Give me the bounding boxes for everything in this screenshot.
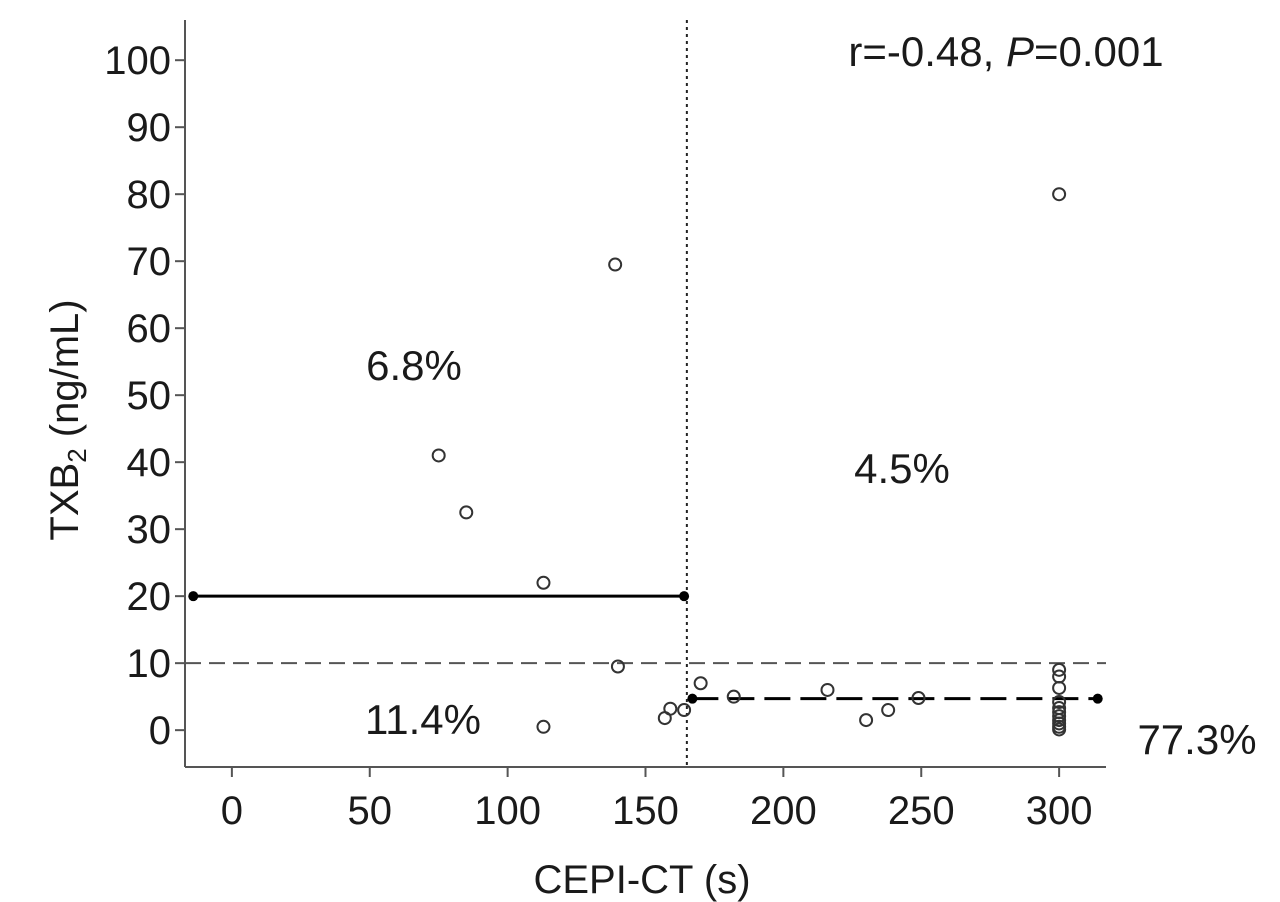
segment-endpoint: [687, 693, 698, 704]
data-point: [610, 659, 625, 674]
data-point: [693, 676, 708, 691]
y-tick-label: 80: [127, 173, 172, 217]
y-tick-label: 50: [127, 374, 172, 418]
x-tick-label: 150: [612, 789, 679, 833]
segment-endpoint: [679, 591, 690, 602]
data-point: [431, 448, 446, 463]
data-point: [1052, 680, 1067, 695]
segment-endpoint: [188, 591, 199, 602]
y-axis-title-subscript: 2: [62, 448, 92, 462]
y-tick-label: 100: [104, 39, 171, 83]
y-tick-label: 10: [127, 642, 172, 686]
quadrant-bottom-left-label: 11.4%: [365, 696, 481, 743]
data-point: [911, 690, 926, 705]
y-tick-label: 40: [127, 441, 172, 485]
y-tick-label: 70: [127, 240, 172, 284]
quadrant-bottom-right-label: 77.3%: [1137, 716, 1256, 763]
data-point: [663, 701, 678, 716]
y-axis-title: TXB2 (ng/mL): [43, 299, 92, 540]
threshold-segments: [188, 591, 1103, 704]
x-tick-label: 200: [750, 789, 817, 833]
y-axis-title-unit: (ng/mL): [43, 299, 87, 448]
axes: [184, 20, 1106, 768]
data-point: [726, 689, 741, 704]
correlation-annotation: r=-0.48, P=0.001: [848, 28, 1163, 75]
correlation-r: r=-0.48,: [848, 28, 1006, 75]
data-point: [1052, 187, 1067, 202]
y-tick-label: 30: [127, 508, 172, 552]
y-tick-label: 90: [127, 106, 172, 150]
data-point: [1052, 709, 1067, 724]
data-point: [459, 505, 474, 520]
quadrant-top-right-label: 4.5%: [854, 445, 950, 492]
x-tick-label: 0: [221, 789, 243, 833]
x-tick-label: 250: [888, 789, 955, 833]
data-point: [859, 713, 874, 728]
data-point: [1052, 722, 1067, 737]
reference-lines: [185, 20, 1106, 767]
quadrant-top-left-label: 6.8%: [366, 342, 462, 389]
data-point: [881, 703, 896, 718]
data-point: [536, 575, 551, 590]
y-tick-label: 20: [127, 575, 172, 619]
segment-endpoint: [1092, 693, 1103, 704]
data-point: [1052, 662, 1067, 677]
correlation-p-value: =0.001: [1034, 28, 1164, 75]
x-tick-label: 50: [348, 789, 393, 833]
y-tick-label: 0: [149, 709, 171, 753]
x-ticks: 0 50 100 150 200 250 300: [221, 767, 1093, 833]
data-point: [677, 703, 692, 718]
data-points: [431, 187, 1067, 737]
y-ticks: 0 10 20 30 40 50 60 70 80 90 100: [104, 39, 185, 753]
correlation-p-label: P: [1006, 28, 1034, 75]
data-point: [1052, 695, 1067, 710]
x-axis-title: CEPI-CT (s): [533, 858, 750, 902]
x-tick-label: 300: [1026, 789, 1093, 833]
y-tick-label: 60: [127, 307, 172, 351]
x-tick-label: 100: [474, 789, 541, 833]
data-point: [608, 257, 623, 272]
y-axis-title-main: TXB: [43, 463, 87, 541]
data-point: [820, 682, 835, 697]
data-point: [536, 719, 551, 734]
